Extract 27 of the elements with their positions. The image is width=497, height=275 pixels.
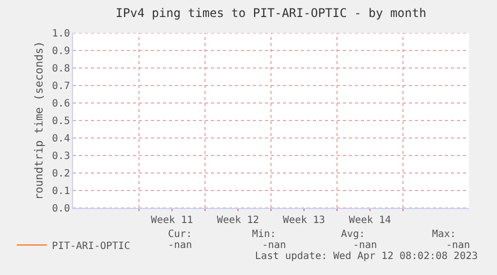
x-tick-label: Week 13: [282, 215, 326, 226]
chart-title: IPv4 ping times to PIT-ARI-OPTIC - by month: [116, 6, 426, 20]
text: Avg:: [341, 229, 366, 240]
y-axis-title: roundtrip time (seconds): [32, 41, 46, 200]
x-tick-label: Week 14: [348, 215, 392, 226]
y-tick-label: 0.3: [52, 151, 70, 162]
y-tick-label: 0.8: [52, 64, 70, 74]
y-tick-label: 0.9: [52, 46, 70, 57]
legend-label: PIT-ARI-OPTIC: [52, 240, 130, 252]
y-tick-label: 0.0: [52, 204, 70, 214]
y-tick-label: 0.6: [52, 98, 70, 110]
y-tick-label: 0.1: [52, 186, 70, 197]
text: Max:: [432, 229, 456, 240]
text: -nan: [446, 240, 470, 251]
y-tick-label: 0.5: [52, 116, 70, 127]
y-tick-label: 0.4: [52, 134, 70, 144]
text: Last update: Wed Apr 12 08:02:08 2023: [255, 251, 478, 262]
text: -nan: [168, 240, 192, 251]
x-tick-label: Week 12: [216, 215, 260, 226]
y-tick-label: 0.7: [52, 81, 70, 92]
text: -nan: [262, 240, 286, 251]
text: Cur:: [168, 229, 192, 240]
x-tick-label: Week 11: [150, 215, 194, 226]
text: -nan: [353, 240, 378, 251]
y-tick-label: 0.2: [52, 168, 70, 180]
text: Min:: [252, 229, 276, 240]
y-tick-label: 1.0: [52, 28, 70, 40]
